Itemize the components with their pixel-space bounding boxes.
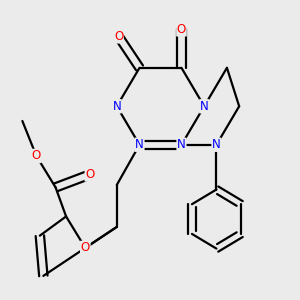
Text: N: N [212, 138, 221, 151]
Text: O: O [32, 149, 41, 162]
Text: O: O [85, 168, 94, 181]
Text: O: O [177, 23, 186, 36]
Text: N: N [177, 138, 186, 151]
Text: O: O [114, 30, 123, 43]
Text: N: N [135, 138, 144, 151]
Text: O: O [81, 242, 90, 254]
Text: N: N [200, 100, 208, 113]
Text: N: N [112, 100, 121, 113]
